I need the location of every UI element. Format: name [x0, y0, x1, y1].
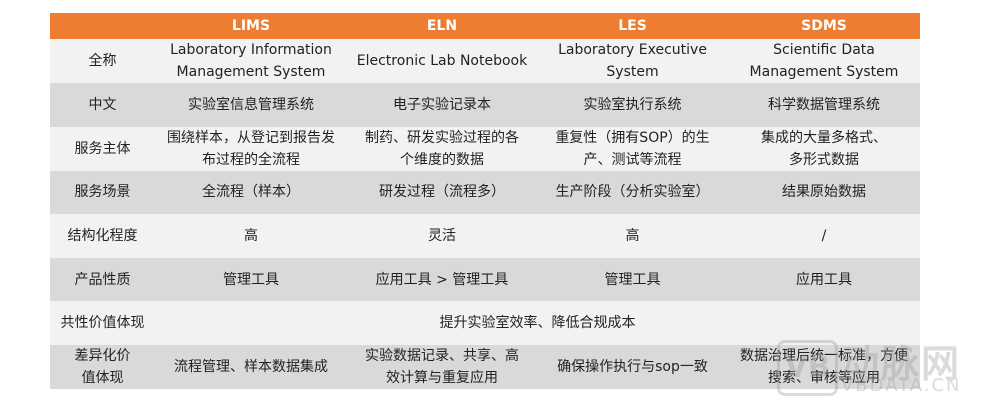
cell: 实验室信息管理系统: [155, 83, 347, 127]
cell: 数据治理后统一标准，方便搜索、审核等应用: [728, 344, 920, 389]
cell: 流程管理、样本数据集成: [155, 344, 347, 389]
row-label: 产品性质: [50, 257, 155, 302]
table-row: 中文 实验室信息管理系统 电子实验记录本 实验室执行系统 科学数据管理系统: [50, 83, 920, 127]
cell: 制药、研发实验过程的各个维度的数据: [347, 126, 537, 171]
cell: Laboratory Information Management System: [155, 39, 347, 83]
table-row: 服务主体 围绕样本，从登记到报告发布过程的全流程 制药、研发实验过程的各个维度的…: [50, 126, 920, 171]
header-eln: ELN: [347, 13, 537, 39]
row-label: 结构化程度: [50, 214, 155, 258]
cell: Electronic Lab Notebook: [347, 39, 537, 83]
cell: 实验数据记录、共享、高效计算与重复应用: [347, 344, 537, 389]
table-row: 共性价值体现 提升实验室效率、降低合规成本: [50, 301, 920, 345]
header-row: LIMS ELN LES SDMS: [50, 13, 920, 39]
row-label: 共性价值体现: [50, 301, 155, 345]
comparison-table: LIMS ELN LES SDMS 全称 Laboratory Informat…: [50, 13, 920, 389]
header-les: LES: [537, 13, 728, 39]
header-lims: LIMS: [155, 13, 347, 39]
cell: 应用工具: [728, 257, 920, 302]
table-row: 全称 Laboratory Information Management Sys…: [50, 39, 920, 83]
cell: 灵活: [347, 214, 537, 258]
cell: 全流程（样本）: [155, 170, 347, 215]
header-corner: [50, 13, 155, 39]
cell: 研发过程（流程多）: [347, 170, 537, 215]
cell: Laboratory Executive System: [537, 39, 728, 83]
merged-cell: 提升实验室效率、降低合规成本: [155, 301, 920, 345]
table-row: 产品性质 管理工具 应用工具 > 管理工具 管理工具 应用工具: [50, 257, 920, 302]
cell: /: [728, 214, 920, 258]
row-label: 中文: [50, 83, 155, 127]
table-row: 服务场景 全流程（样本） 研发过程（流程多） 生产阶段（分析实验室） 结果原始数…: [50, 170, 920, 215]
cell: 集成的大量多格式、多形式数据: [728, 126, 920, 171]
cell: 围绕样本，从登记到报告发布过程的全流程: [155, 126, 347, 171]
table-row: 结构化程度 高 灵活 高 /: [50, 214, 920, 258]
row-label: 全称: [50, 39, 155, 83]
table-row: 差异化价值体现 流程管理、样本数据集成 实验数据记录、共享、高效计算与重复应用 …: [50, 344, 920, 389]
cell: 应用工具 > 管理工具: [347, 257, 537, 302]
cell: Scientific Data Management System: [728, 39, 920, 83]
cell: 生产阶段（分析实验室）: [537, 170, 728, 215]
row-label: 服务场景: [50, 170, 155, 215]
cell: 重复性（拥有SOP）的生产、测试等流程: [537, 126, 728, 171]
row-label: 服务主体: [50, 126, 155, 171]
cell: 结果原始数据: [728, 170, 920, 215]
cell: 高: [537, 214, 728, 258]
cell: 科学数据管理系统: [728, 83, 920, 127]
cell: 管理工具: [537, 257, 728, 302]
cell: 高: [155, 214, 347, 258]
row-label: 差异化价值体现: [50, 344, 155, 389]
cell: 确保操作执行与sop一致: [537, 344, 728, 389]
cell: 实验室执行系统: [537, 83, 728, 127]
cell: 管理工具: [155, 257, 347, 302]
cell: 电子实验记录本: [347, 83, 537, 127]
header-sdms: SDMS: [728, 13, 920, 39]
